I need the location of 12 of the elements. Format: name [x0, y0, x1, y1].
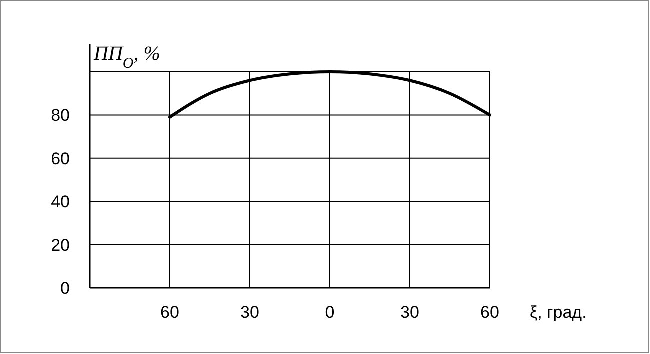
y-axis-title: ПП$_{O}$, %: [93, 43, 160, 72]
y-tick-label: 0: [60, 278, 70, 298]
x-tick-label: 0: [325, 303, 335, 322]
x-tick-label: 60: [480, 303, 500, 322]
y-tick-label: 60: [51, 149, 70, 168]
y-tick-label: 20: [51, 236, 70, 255]
y-tick-label: 80: [51, 106, 70, 126]
y-tick-label: 40: [51, 192, 70, 212]
x-tick-label: 60: [160, 303, 180, 322]
x-tick-label: 30: [240, 303, 260, 322]
x-tick-label: 30: [400, 303, 420, 322]
x-axis-title: ξ, град.: [530, 303, 587, 322]
